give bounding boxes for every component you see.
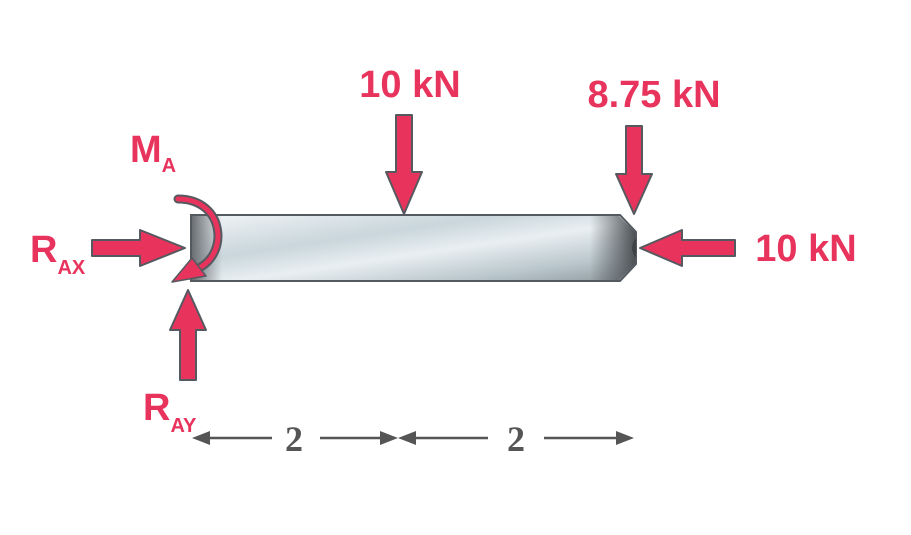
horizontal-reaction-arrow: [92, 230, 185, 266]
beam: [191, 215, 636, 281]
end-vertical-load-arrow: [616, 126, 652, 214]
end-vertical-load-label: 8.75 kN: [587, 74, 720, 116]
vertical-reaction-label: RAY: [143, 387, 197, 437]
end-axial-load-arrow: [640, 230, 735, 266]
point-load-label: 10 kN: [359, 64, 460, 106]
end-axial-load-label: 10 kN: [755, 228, 856, 270]
point-load-arrow: [386, 115, 422, 214]
dimension-right-label: 2: [507, 419, 525, 459]
horizontal-reaction-label: RAX: [30, 229, 86, 279]
vertical-reaction-arrow: [170, 290, 206, 380]
dimension-left-label: 2: [285, 419, 303, 459]
moment-reaction-label: MA: [130, 129, 176, 177]
